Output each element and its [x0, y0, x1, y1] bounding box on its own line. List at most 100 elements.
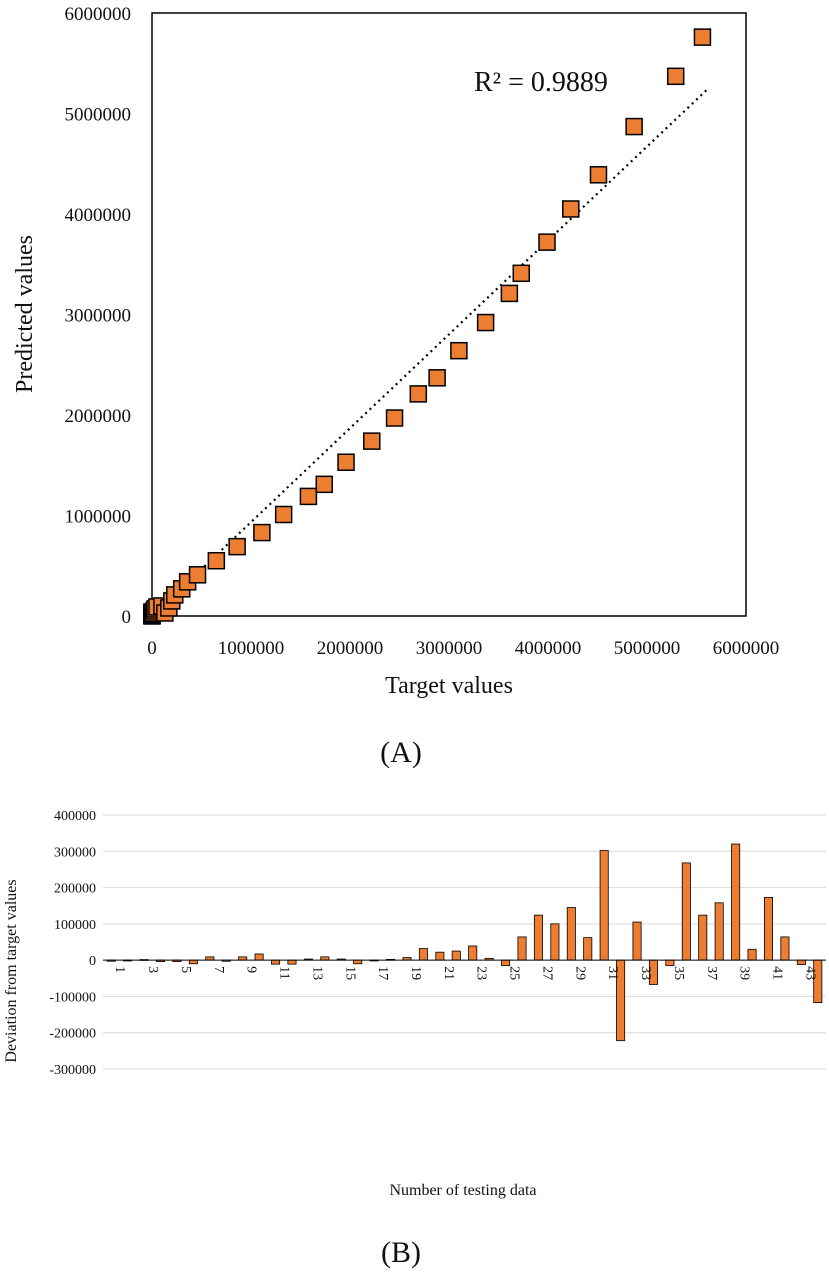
- scatter-point: [428, 369, 446, 387]
- scatter-x-tick-label: 5000000: [614, 638, 681, 659]
- bar: [681, 862, 691, 961]
- bar: [780, 936, 790, 961]
- bar-y-axis-title: Deviation from target values: [3, 879, 20, 1062]
- scatter-y-tick-label: 1000000: [65, 507, 132, 528]
- bar: [583, 937, 593, 961]
- bar-y-tick-label: 300000: [54, 845, 96, 860]
- bar: [418, 948, 428, 961]
- bar: [353, 959, 363, 965]
- bar-x-tick-label: 39: [737, 966, 752, 980]
- scatter-point: [409, 385, 428, 403]
- bar-x-tick-label: 15: [342, 966, 357, 980]
- scatter-point: [512, 264, 531, 283]
- scatter-point: [253, 523, 271, 542]
- bar: [566, 907, 576, 961]
- scatter-point: [500, 284, 519, 303]
- scatter-x-tick-label: 2000000: [317, 638, 384, 659]
- scatter-x-axis-title: Target values: [385, 673, 513, 699]
- scatter-point: [589, 166, 608, 184]
- bar-y-tick-label: -100000: [49, 990, 96, 1005]
- bar-x-tick-label: 29: [572, 966, 587, 980]
- bar-x-tick-label: 27: [539, 966, 554, 980]
- bar: [550, 923, 560, 961]
- bar-x-tick-label: 35: [671, 966, 686, 980]
- scatter-y-tick-label: 3000000: [65, 306, 132, 327]
- scatter-point: [363, 432, 381, 450]
- bar: [796, 959, 806, 965]
- bar-x-tick-label: 17: [375, 966, 390, 980]
- scatter-x-tick-label: 4000000: [515, 638, 582, 659]
- bar: [254, 953, 264, 961]
- bar-x-tick-label: 3: [145, 966, 160, 973]
- bar-series: [106, 843, 823, 1042]
- bar-y-tick-label: 400000: [54, 809, 96, 824]
- bar-x-ticks: 1 3 5 7 9 11 13 15 17 19 21 23 25 27 29 31 33 35 37 39 41 43: [112, 966, 817, 980]
- scatter-x-tick-label: 0: [147, 638, 157, 659]
- scatter-point: [476, 313, 495, 332]
- bar: [714, 902, 724, 961]
- bar-x-tick-label: 21: [441, 966, 456, 980]
- bar-x-tick-label: 25: [507, 966, 522, 980]
- bar: [747, 948, 757, 961]
- bar-y-tick-label: -300000: [49, 1063, 96, 1078]
- bar: [435, 951, 445, 961]
- bar: [731, 843, 741, 961]
- bar: [501, 959, 511, 966]
- bar-x-tick-label: 41: [769, 966, 784, 980]
- scatter-y-tick-label: 5000000: [65, 105, 132, 126]
- bar-gridlines: [103, 814, 826, 1070]
- bar: [271, 959, 281, 965]
- scatter-point: [299, 487, 318, 506]
- scatter-point: [450, 341, 468, 360]
- bar: [468, 945, 478, 961]
- bar-x-tick-label: 23: [474, 966, 489, 980]
- scatter-y-ticks: 0 1000000 2000000 3000000 4000000 5000000 6000…: [65, 4, 132, 628]
- panel-a-label: (A): [380, 736, 422, 769]
- bar-x-tick-label: 19: [408, 966, 423, 980]
- bar: [632, 921, 642, 961]
- scatter-trendline: [151, 87, 710, 617]
- bar: [451, 950, 461, 961]
- bar: [665, 959, 675, 966]
- scatter-point: [315, 475, 334, 494]
- bar-y-tick-label: 200000: [54, 882, 96, 897]
- scatter-point: [188, 566, 207, 584]
- bar: [287, 959, 297, 965]
- panel-b-label: (B): [381, 1236, 421, 1269]
- scatter-y-axis-title: Predicted values: [12, 235, 38, 393]
- bar-x-tick-label: 31: [605, 966, 620, 980]
- bar-x-tick-label: 13: [309, 966, 324, 980]
- bar-y-tick-label: 0: [89, 954, 96, 969]
- bar: [698, 914, 708, 961]
- bar-x-tick-label: 43: [802, 966, 817, 980]
- scatter-point: [228, 537, 246, 556]
- scatter-y-tick-label: 6000000: [65, 4, 132, 25]
- scatter-point: [666, 67, 685, 86]
- scatter-point: [693, 28, 712, 46]
- bar: [599, 850, 609, 961]
- scatter-x-tick-label: 3000000: [416, 638, 483, 659]
- scatter-point: [274, 505, 293, 524]
- bar: [533, 914, 543, 961]
- bar-y-ticks: 400000 300000 200000 100000 0 -100000 -200000 -…: [49, 809, 96, 1078]
- scatter-point: [337, 453, 355, 471]
- scatter-x-tick-label: 6000000: [713, 638, 780, 659]
- scatter-point: [207, 551, 226, 570]
- scatter-x-ticks: 0 1000000 2000000 3000000 4000000 5000000 6000…: [147, 638, 779, 659]
- bar-x-tick-label: 33: [638, 966, 653, 980]
- scatter-point: [385, 409, 404, 427]
- bar-y-tick-label: -200000: [49, 1027, 96, 1042]
- scatter-y-tick-label: 0: [122, 607, 132, 628]
- bar-x-tick-label: 7: [211, 966, 226, 973]
- bar: [517, 936, 527, 961]
- scatter-y-tick-label: 2000000: [65, 406, 132, 427]
- scatter-point: [562, 200, 580, 218]
- bar-y-tick-label: 100000: [54, 918, 96, 933]
- scatter-points: [143, 28, 712, 625]
- bar-x-tick-label: 1: [112, 966, 127, 973]
- bar-x-axis-title: Number of testing data: [389, 1182, 536, 1199]
- bar-x-tick-label: 37: [704, 966, 719, 980]
- bar: [763, 896, 773, 961]
- bar-x-tick-label: 9: [244, 966, 259, 973]
- scatter-point: [625, 117, 643, 136]
